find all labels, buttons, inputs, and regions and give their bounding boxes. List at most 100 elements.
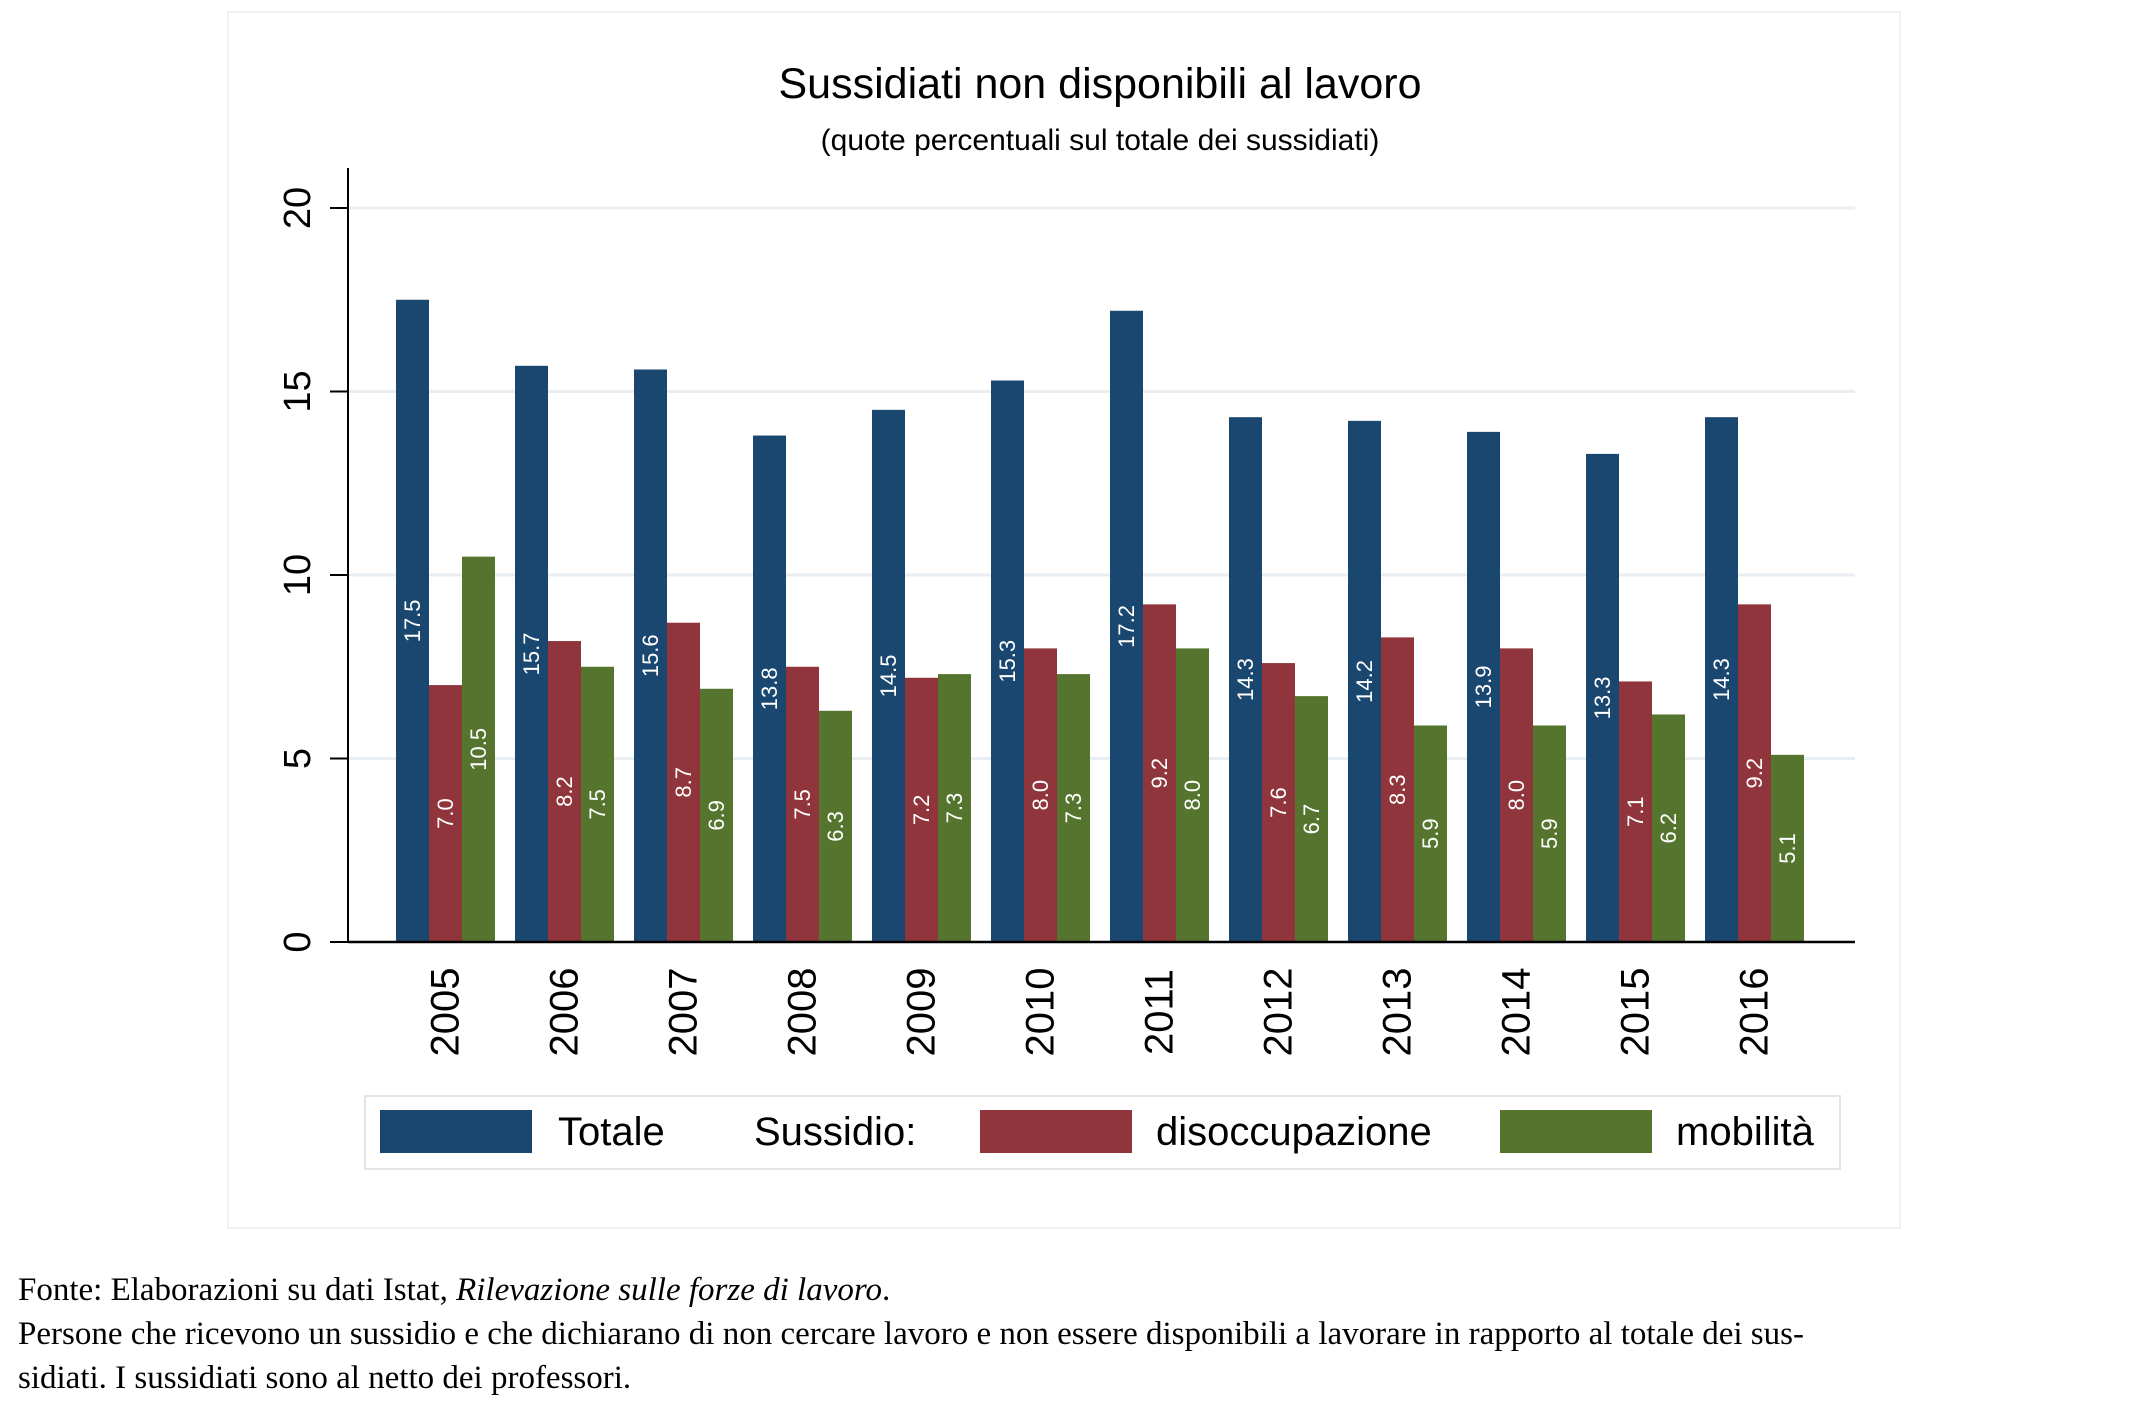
legend-label-mobilita: mobilità: [1676, 1110, 1815, 1154]
bar-label: 15.6: [638, 634, 663, 677]
source-note: Fonte: Elaborazioni su dati Istat, Rilev…: [18, 1268, 2118, 1312]
bar-Totale-2011: [1110, 310, 1143, 942]
bar-Totale-2009: [872, 409, 905, 943]
x-tick-label: 2006: [543, 968, 587, 1057]
bar-label: 6.7: [1299, 804, 1324, 835]
x-tick-label: 2009: [900, 968, 944, 1057]
bar-disoccupazione-2009: [905, 677, 938, 942]
chart: Sussidiati non disponibili al lavoro (qu…: [227, 11, 1901, 1229]
source-suffix: .: [881, 1272, 891, 1308]
legend-swatch-disoccupazione: [980, 1110, 1132, 1153]
bar-label: 7.2: [909, 795, 934, 826]
bar-label: 6.2: [1656, 813, 1681, 844]
y-tick-label: 15: [277, 370, 319, 412]
source-prefix: Fonte: Elaborazioni su dati Istat,: [18, 1272, 457, 1308]
x-tick-label: 2013: [1376, 968, 1420, 1057]
bar-Totale-2005: [396, 299, 429, 942]
legend-group-label: Sussidio:: [754, 1110, 916, 1154]
source-title: Rilevazione sulle forze di lavoro: [456, 1272, 882, 1308]
y-tick-label: 0: [277, 931, 319, 952]
bar-label: 7.5: [790, 789, 815, 820]
bar-disoccupazione-2016: [1738, 604, 1771, 942]
legend-swatch-totale: [380, 1110, 532, 1153]
bar-label: 8.7: [671, 767, 696, 798]
bar-mobilità-2010: [1057, 674, 1090, 942]
chart-title: Sussidiati non disponibili al lavoro: [779, 60, 1422, 108]
bar-label: 6.9: [704, 800, 729, 831]
bar-mobilità-2006: [581, 666, 614, 942]
bar-label: 7.0: [433, 798, 458, 829]
bar-Totale-2008: [753, 435, 786, 942]
bar-label: 8.0: [1028, 780, 1053, 811]
bar-label: 8.2: [552, 776, 577, 807]
bar-label: 15.7: [519, 632, 544, 675]
bar-label: 7.1: [1623, 796, 1648, 827]
chart-notes: Fonte: Elaborazioni su dati Istat, Rilev…: [18, 1268, 2118, 1400]
x-tick-label: 2016: [1733, 968, 1777, 1057]
chart-frame: [227, 11, 1901, 1229]
legend-swatch-mobilita: [1500, 1110, 1652, 1153]
x-tick-label: 2011: [1138, 969, 1182, 1055]
bar-disoccupazione-2008: [786, 666, 819, 942]
bar-label: 5.1: [1775, 833, 1800, 864]
bar-disoccupazione-2014: [1500, 648, 1533, 942]
bar-label: 8.3: [1385, 774, 1410, 805]
bar-label: 9.2: [1742, 758, 1767, 789]
axes: 0 5 10 15 20 2005 2006 2007 2008 2009 2010 2011 2012…: [277, 168, 1855, 1056]
bar-mobilità-2016: [1771, 754, 1804, 942]
bar-disoccupazione-2015: [1619, 681, 1652, 942]
bar-label: 7.3: [1061, 793, 1086, 824]
bar-label: 14.2: [1352, 660, 1377, 703]
bar-label: 7.6: [1266, 787, 1291, 818]
bar-labels: 17.5 7.0 10.5 15.7 8.2 7.5 15.6 8.7 6.9 13.8 7.5 6.…: [400, 599, 1800, 863]
bar-mobilità-2011: [1176, 648, 1209, 942]
x-tick-label: 2014: [1495, 968, 1539, 1057]
bar-Totale-2006: [515, 365, 548, 942]
x-tick-label: 2012: [1257, 968, 1301, 1057]
bar-Totale-2014: [1467, 431, 1500, 942]
bar-Totale-2016: [1705, 417, 1738, 942]
legend-label-disoccupazione: disoccupazione: [1156, 1110, 1432, 1154]
bar-label: 14.3: [1233, 658, 1258, 701]
bar-mobilità-2007: [700, 688, 733, 942]
bar-label: 17.2: [1114, 605, 1139, 648]
legend: Totale Sussidio: disoccupazione mobilità: [364, 1095, 1841, 1170]
bar-label: 15.3: [995, 640, 1020, 683]
bar-mobilità-2013: [1414, 725, 1447, 942]
x-tick-label: 2007: [662, 968, 706, 1057]
bar-label: 17.5: [400, 599, 425, 642]
bar-label: 13.9: [1471, 666, 1496, 709]
bar-disoccupazione-2007: [667, 622, 700, 942]
x-tick-label: 2005: [424, 968, 468, 1057]
y-tick-label: 10: [277, 554, 319, 596]
bar-mobilità-2014: [1533, 725, 1566, 942]
bar-mobilità-2008: [819, 710, 852, 942]
bar-disoccupazione-2012: [1262, 663, 1295, 942]
bar-Totale-2007: [634, 369, 667, 943]
bar-Totale-2010: [991, 380, 1024, 942]
legend-label-totale: Totale: [558, 1110, 665, 1154]
bar-label: 9.2: [1147, 758, 1172, 789]
definition-note: Persone che ricevono un sussidio e che d…: [18, 1316, 1804, 1352]
chart-subtitle: (quote percentuali sul totale dei sussid…: [821, 124, 1380, 157]
bar-disoccupazione-2005: [429, 685, 462, 942]
bar-label: 5.9: [1537, 818, 1562, 849]
bars: [396, 299, 1804, 943]
bar-mobilità-2015: [1652, 714, 1685, 942]
bar-label: 13.8: [757, 667, 782, 710]
bar-mobilità-2012: [1295, 696, 1328, 942]
x-tick-label: 2015: [1614, 968, 1658, 1057]
x-tick-label: 2008: [781, 968, 825, 1057]
bar-disoccupazione-2013: [1381, 637, 1414, 942]
definition-note-cont: sidiati. I sussidiati sono al netto dei …: [18, 1360, 632, 1396]
bar-label: 13.3: [1590, 677, 1615, 720]
bar-disoccupazione-2010: [1024, 648, 1057, 942]
bar-label: 5.9: [1418, 818, 1443, 849]
y-tick-label: 5: [277, 748, 319, 769]
bar-label: 14.3: [1709, 658, 1734, 701]
bar-disoccupazione-2011: [1143, 604, 1176, 942]
bar-label: 8.0: [1180, 780, 1205, 811]
bar-label: 8.0: [1504, 780, 1529, 811]
x-tick-label: 2010: [1019, 968, 1063, 1057]
bar-label: 14.5: [876, 655, 901, 698]
